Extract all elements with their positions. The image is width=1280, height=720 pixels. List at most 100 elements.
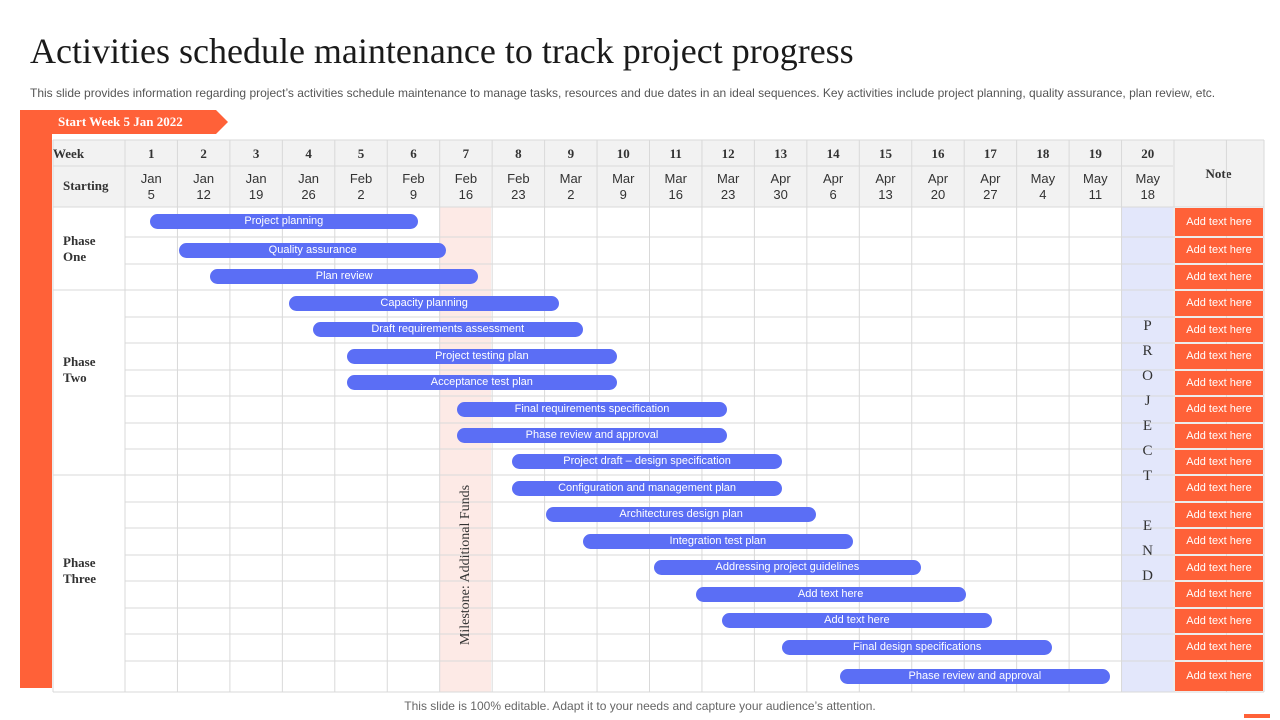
week-day: 2 — [567, 187, 575, 202]
week-number: 6 — [410, 146, 417, 161]
week-day: 19 — [248, 187, 264, 202]
task-bar[interactable]: Capacity planning — [289, 295, 560, 311]
note-cell[interactable]: Add text here — [1175, 503, 1263, 527]
note-cell[interactable]: Add text here — [1175, 635, 1263, 660]
week-number: 5 — [357, 146, 365, 161]
task-bar[interactable]: Project testing plan — [346, 348, 617, 364]
week-day: 12 — [196, 187, 211, 202]
phase-one-line2: One — [63, 249, 87, 264]
week-day: 26 — [301, 187, 316, 202]
week-header-label: Week — [53, 146, 85, 161]
phase-two-line2: Two — [63, 370, 87, 385]
week-day: 6 — [829, 187, 837, 202]
task-bar[interactable]: Configuration and management plan — [512, 480, 783, 496]
task-bar[interactable]: Project draft – design specification — [512, 454, 783, 469]
week-day: 16 — [668, 187, 683, 202]
task-bar[interactable]: Add text here — [721, 613, 992, 628]
note-cell[interactable]: Add text here — [1175, 662, 1263, 691]
task-bar[interactable]: Add text here — [695, 586, 966, 602]
note-cell[interactable]: Add text here — [1175, 609, 1263, 633]
task-bar[interactable]: Addressing project guidelines — [653, 560, 922, 575]
task-bar[interactable]: Acceptance test plan — [346, 375, 617, 390]
task-bar[interactable]: Phase review and approval — [839, 668, 1110, 684]
note-cell[interactable]: Add text here — [1175, 208, 1263, 236]
week-month: Jan — [193, 171, 215, 186]
note-cell[interactable]: Add text here — [1175, 371, 1263, 395]
week-month: Mar — [664, 171, 687, 186]
phase-three-label: Phase Three — [63, 555, 96, 587]
page-title: Activities schedule maintenance to track… — [30, 31, 854, 71]
note-cell[interactable]: Add text here — [1175, 238, 1263, 263]
corner-accent — [1244, 714, 1270, 718]
week-month: Jan — [140, 171, 162, 186]
task-bar[interactable]: Draft requirements assessment — [312, 322, 583, 337]
week-day: 16 — [458, 187, 474, 202]
week-month: Feb — [349, 171, 373, 186]
week-number: 7 — [462, 146, 470, 161]
phase-three-line1: Phase — [63, 555, 96, 570]
week-number: 20 — [1141, 146, 1155, 161]
week-day: 4 — [1039, 187, 1047, 202]
project-end-letter: O — [1142, 368, 1153, 384]
task-bar[interactable]: Final design specifications — [782, 639, 1053, 655]
project-end-letter: P — [1143, 318, 1152, 334]
task-bar[interactable]: Plan review — [210, 269, 478, 284]
project-end-letter: E — [1142, 518, 1153, 534]
week-number: 14 — [826, 146, 840, 161]
start-week-tag: Start Week 5 Jan 2022 — [20, 110, 228, 134]
week-month: Feb — [507, 171, 530, 186]
week-day: 23 — [511, 187, 526, 202]
project-end-letter: J — [1144, 393, 1151, 409]
note-cell[interactable]: Add text here — [1175, 582, 1263, 607]
week-month: Mar — [559, 171, 582, 186]
note-cell[interactable]: Add text here — [1175, 318, 1263, 342]
project-end-letter: D — [1142, 568, 1153, 584]
project-end-letter — [1122, 489, 1173, 514]
project-end-letter: R — [1142, 343, 1153, 359]
week-day: 20 — [930, 187, 946, 202]
note-cell[interactable]: Add text here — [1175, 265, 1263, 289]
task-bar[interactable]: Quality assurance — [178, 242, 447, 258]
week-month: Apr — [980, 171, 1001, 186]
note-cell[interactable]: Add text here — [1175, 556, 1263, 580]
task-bar[interactable]: Phase review and approval — [456, 428, 728, 443]
phase-two-label: Phase Two — [63, 354, 96, 386]
week-number: 8 — [515, 146, 522, 161]
phase-one-line1: Phase — [63, 233, 96, 248]
week-number: 9 — [567, 146, 575, 161]
week-month: Mar — [612, 171, 635, 186]
note-cell[interactable]: Add text here — [1175, 344, 1263, 369]
left-accent-bar — [20, 110, 52, 688]
note-cell[interactable]: Add text here — [1175, 291, 1263, 316]
milestone-label: Milestone: Additional Funds — [458, 484, 473, 646]
week-day: 11 — [1088, 187, 1103, 202]
phase-two-line1: Phase — [63, 354, 96, 369]
note-cell[interactable]: Add text here — [1175, 397, 1263, 422]
project-end-letter: E — [1142, 418, 1153, 434]
week-day: 2 — [357, 187, 365, 202]
note-cell[interactable]: Add text here — [1175, 529, 1263, 554]
task-bar[interactable]: Final requirements specification — [456, 401, 728, 417]
phase-one-label: Phase One — [63, 233, 96, 265]
task-bar[interactable]: Project planning — [150, 214, 418, 229]
phase-three-line2: Three — [63, 571, 96, 586]
task-bar[interactable]: Integration test plan — [582, 533, 853, 549]
week-number: 2 — [200, 146, 207, 161]
week-number: 16 — [931, 146, 945, 161]
starting-header-label: Starting — [63, 178, 109, 193]
note-cell[interactable]: Add text here — [1175, 450, 1263, 474]
project-end-letter: N — [1142, 543, 1153, 559]
footer-note: This slide is 100% editable. Adapt it to… — [404, 699, 876, 713]
task-bar[interactable]: Architectures design plan — [546, 507, 817, 522]
week-number: 13 — [774, 146, 788, 161]
note-cell[interactable]: Add text here — [1175, 424, 1263, 448]
week-day: 5 — [147, 187, 155, 202]
note-cell[interactable]: Add text here — [1175, 476, 1263, 501]
week-month: Jan — [245, 171, 267, 186]
week-number: 18 — [1036, 146, 1050, 161]
week-day: 9 — [409, 187, 418, 202]
week-number: 19 — [1088, 146, 1102, 161]
week-month: Apr — [770, 171, 791, 186]
week-day: 27 — [983, 187, 998, 202]
